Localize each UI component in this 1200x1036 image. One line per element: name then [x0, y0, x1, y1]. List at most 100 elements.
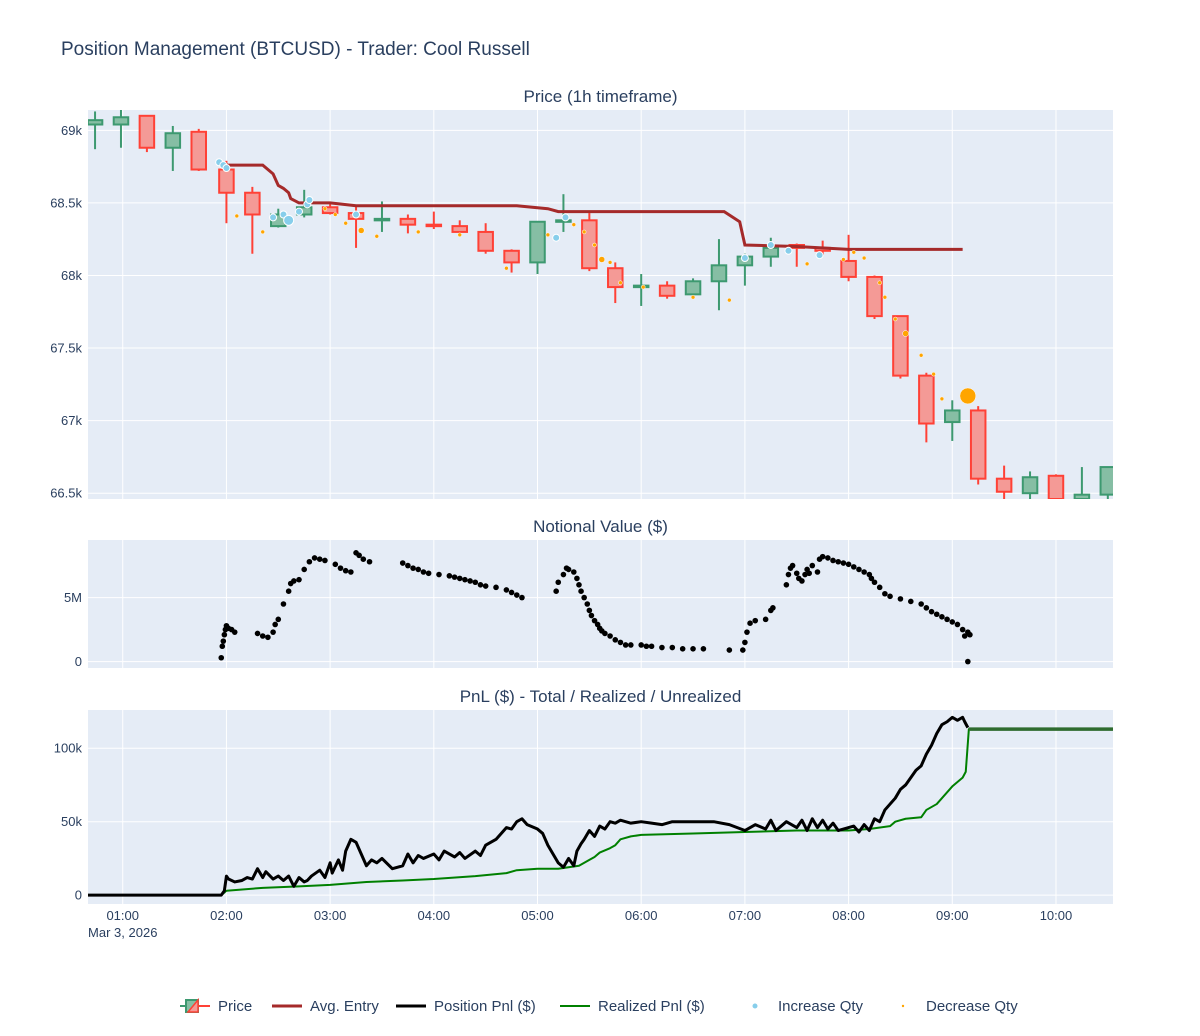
notional-point [560, 571, 567, 578]
decrease-qty-marker [592, 242, 597, 248]
decrease-qty-marker [804, 261, 810, 267]
candle [944, 400, 961, 441]
legend-label: Avg. Entry [310, 998, 379, 1015]
candle-body [1021, 476, 1039, 495]
plot-marks [88, 110, 1113, 499]
notional-point [933, 611, 940, 618]
avg-entry-line [221, 163, 963, 251]
candle [425, 211, 443, 230]
notional-point [783, 582, 790, 588]
notional-point [272, 621, 278, 628]
notional-point [513, 592, 520, 598]
notional-point [961, 633, 968, 639]
notional-point [845, 561, 852, 568]
candle-body [866, 275, 883, 318]
increase-qty-marker [269, 213, 278, 222]
notional-point [360, 556, 367, 562]
decrease-qty-marker [260, 229, 265, 235]
legend-item-avg_entry[interactable]: Avg. Entry [272, 998, 379, 1015]
notional-point [482, 583, 489, 589]
notional-point [420, 569, 427, 575]
y-tick-label: 50k [61, 814, 82, 829]
candle [112, 110, 130, 148]
notional-point [648, 643, 655, 650]
notional-point [555, 579, 562, 586]
legend-label: Decrease Qty [926, 998, 1018, 1015]
decrease-qty-marker [357, 227, 365, 234]
notional-point [405, 562, 411, 569]
notional-point [923, 605, 930, 611]
pnl-panel: 0 50k 100k PnL ($) - Total / Realized / Unr… [54, 687, 1113, 940]
increase-qty-marker [784, 246, 793, 255]
y-tick-label: 5M [64, 590, 82, 605]
candle [1021, 471, 1039, 499]
candle-body [399, 217, 417, 226]
candle [1073, 467, 1091, 499]
candle [399, 214, 417, 234]
candle-body [1099, 466, 1113, 496]
candle-body [1073, 493, 1091, 499]
candle [190, 128, 208, 171]
notional-point [270, 629, 276, 635]
notional-point [306, 558, 313, 565]
decrease-qty-marker [618, 280, 623, 285]
decrease-qty-marker [939, 396, 945, 402]
notional-point [410, 565, 416, 571]
candle-body [710, 264, 728, 283]
notional-point [570, 569, 577, 575]
legend-item-decrease_qty[interactable]: Decrease Qty [901, 998, 1018, 1015]
candle-body [969, 409, 987, 480]
decrease-qty-marker [581, 229, 587, 235]
candle [88, 111, 104, 150]
notional-point [861, 569, 867, 575]
legend-item-position_pnl[interactable]: Position Pnl ($) [396, 998, 536, 1015]
notional-point [462, 576, 468, 583]
increase-qty-marker [283, 214, 295, 226]
legend-item-realized_pnl[interactable]: Realized Pnl ($) [560, 998, 705, 1015]
x-tick-label: 05:00 [521, 908, 554, 923]
candle-body [477, 230, 494, 252]
notional-point [679, 646, 686, 652]
notional-point [456, 575, 463, 582]
legend-item-increase_qty[interactable]: Increase Qty [752, 998, 864, 1015]
notional-point [275, 616, 282, 623]
notional-point [259, 633, 266, 639]
notional-point [659, 644, 665, 651]
notional-point [918, 601, 924, 607]
notional-point [628, 642, 634, 648]
notional-point [944, 616, 950, 623]
notional-point [882, 590, 888, 597]
notional-point [830, 557, 836, 564]
decrease-qty-marker [504, 265, 509, 271]
x-tick-label: 04:00 [418, 908, 451, 923]
candle [138, 114, 156, 153]
notional-point [840, 560, 847, 566]
notional-point [868, 575, 875, 582]
notional-point [700, 646, 707, 652]
notional-point [612, 637, 619, 643]
notional-point [742, 639, 748, 646]
notional-point [477, 582, 484, 588]
candle-body [451, 225, 468, 233]
notional-point [887, 593, 893, 600]
candle [866, 275, 883, 320]
notional-point [348, 569, 354, 575]
notional-point [472, 579, 479, 586]
decrease-qty-marker [877, 280, 882, 285]
legend-item-price[interactable]: Price [180, 997, 252, 1015]
notional-point [814, 569, 821, 575]
y-tick-label: 0 [75, 888, 82, 903]
notional-point [254, 630, 261, 637]
decrease-qty-marker [861, 255, 867, 261]
decrease-qty-marker [457, 232, 462, 238]
x-tick-label: 02:00 [210, 908, 243, 923]
legend-label: Price [218, 998, 252, 1015]
decrease-qty-marker [918, 353, 924, 358]
decrease-qty-marker [727, 297, 732, 303]
price-panel: 66.5k 67k 67.5k 68k 68.5k 69k Price (1h timefr… [50, 87, 1113, 501]
y-tick-label: 68k [61, 268, 82, 283]
notional-point [221, 631, 228, 638]
notional-point [789, 562, 796, 569]
notional-point [819, 553, 826, 560]
candle [1047, 474, 1065, 499]
